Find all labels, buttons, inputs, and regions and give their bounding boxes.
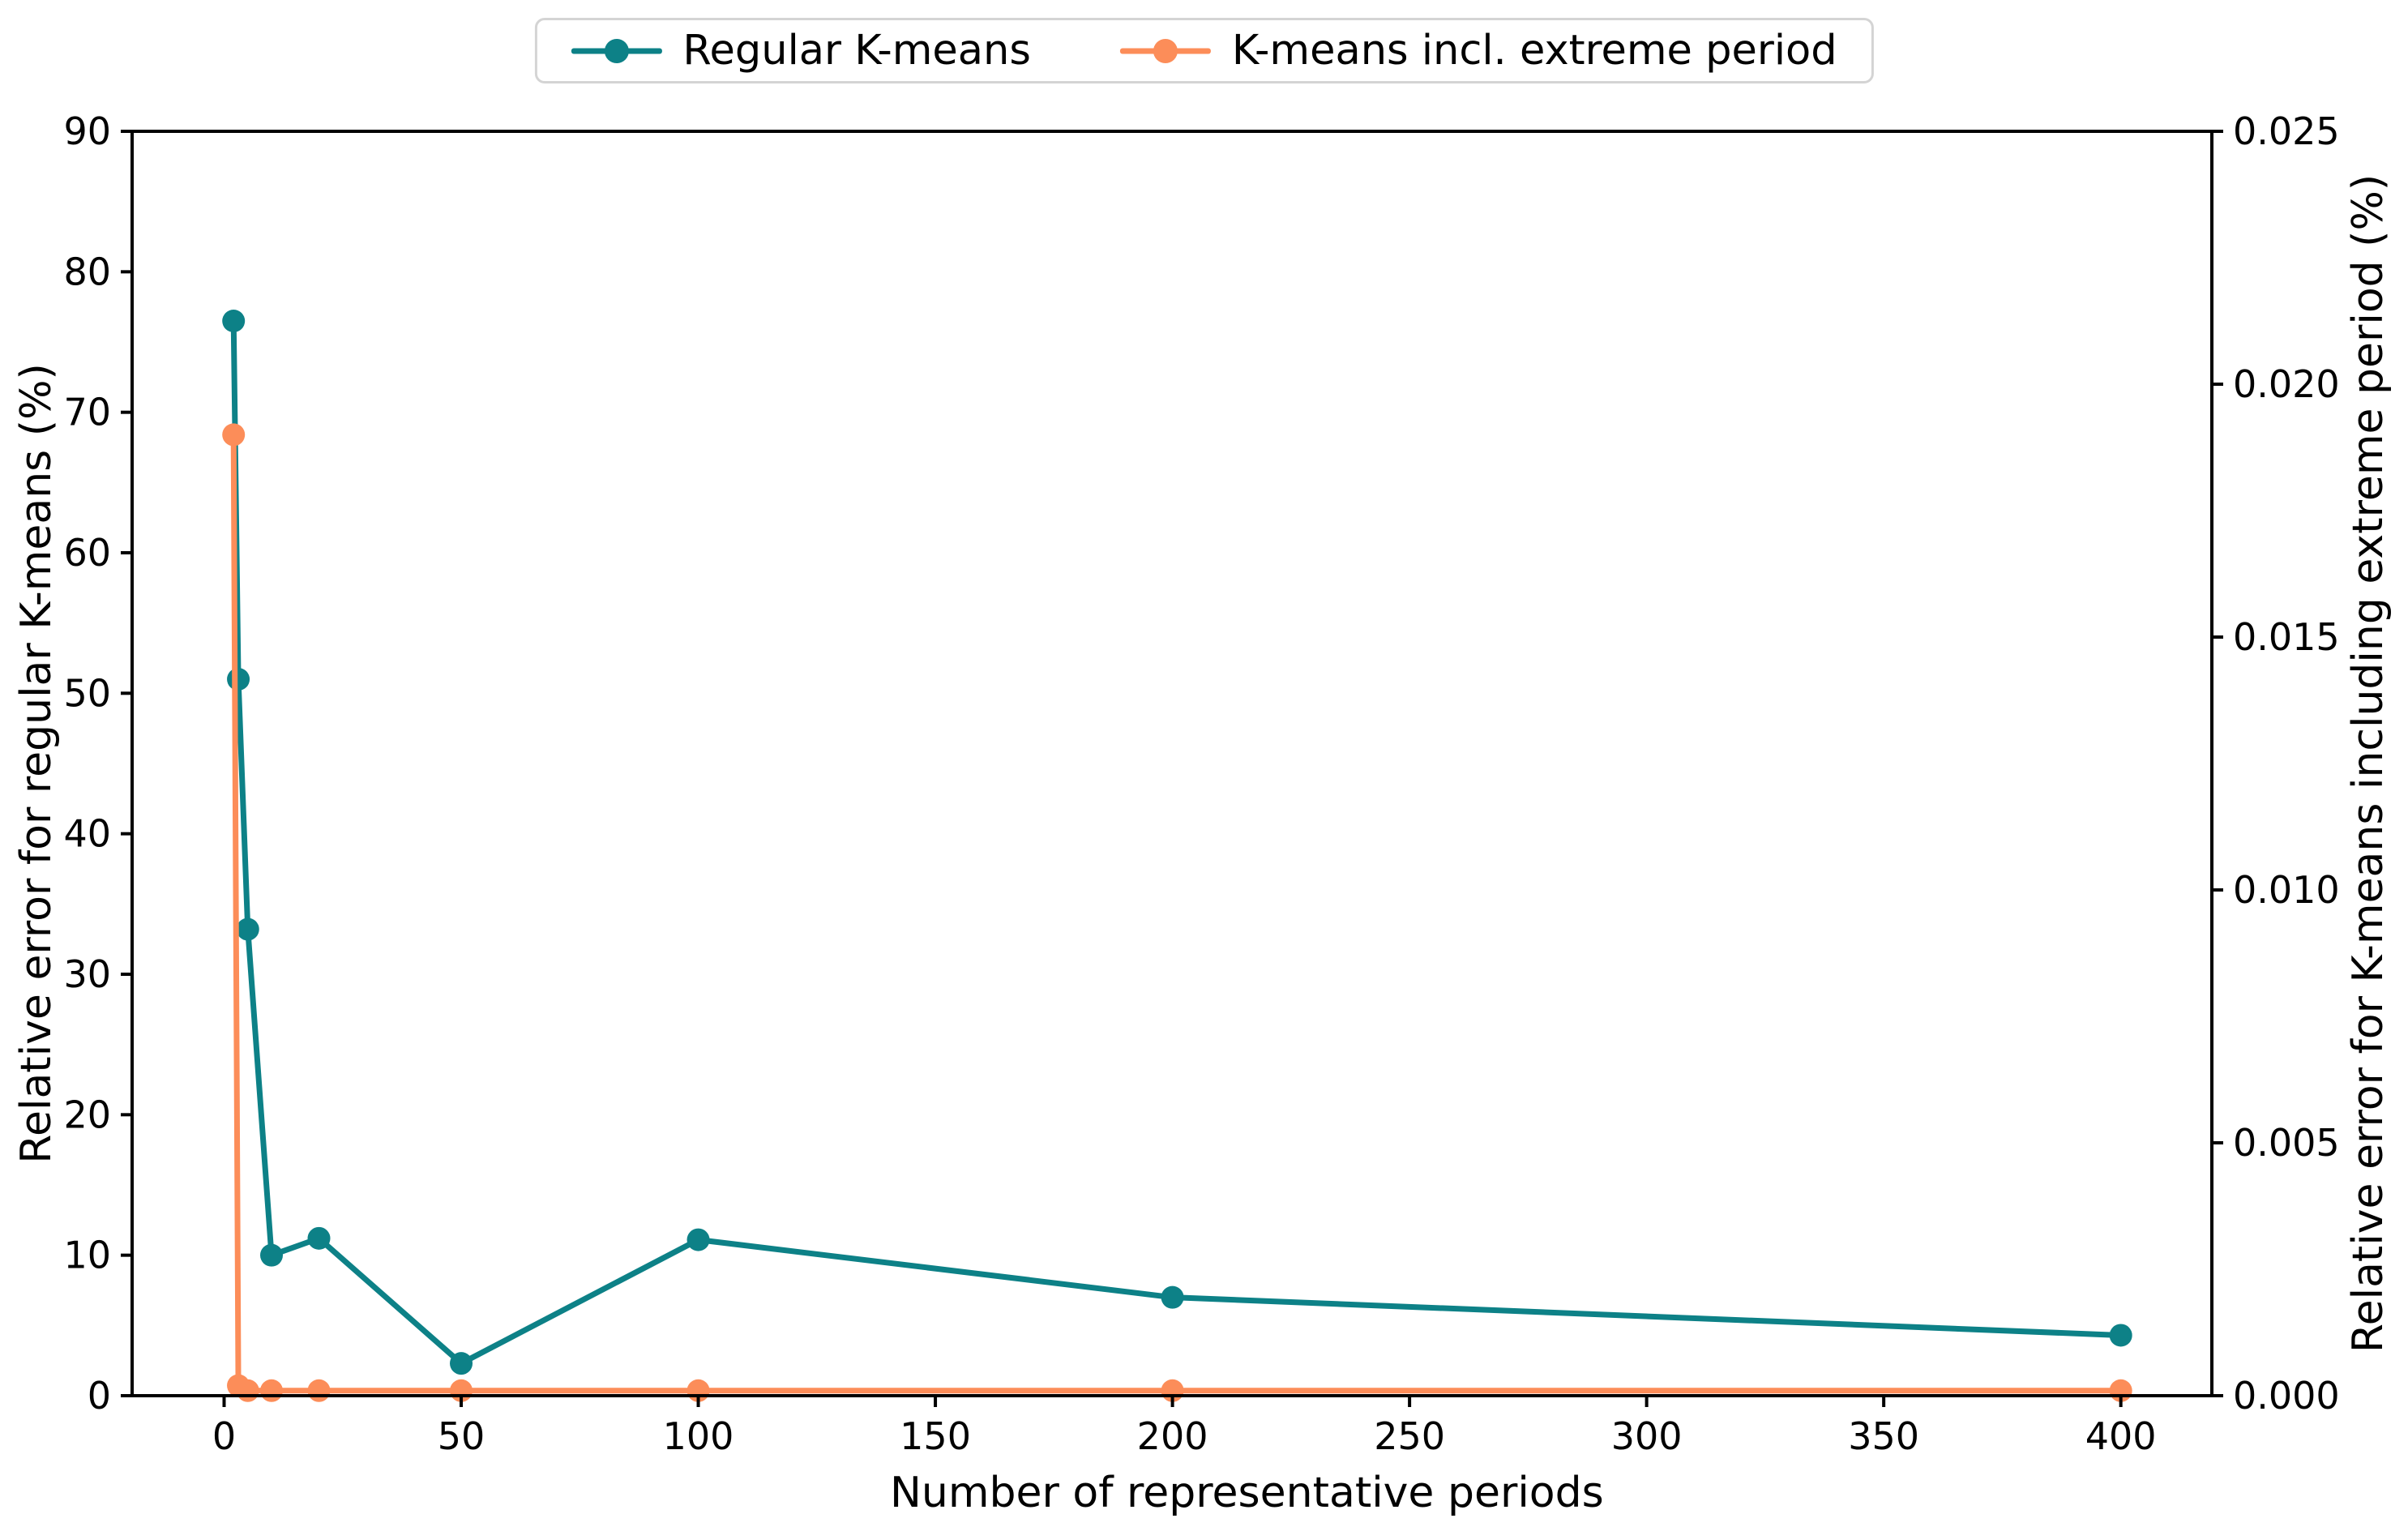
series-k-means-incl-extreme-period [222,423,2132,1402]
series-regular-k-means [222,310,2132,1375]
data-point-marker [260,1379,284,1402]
data-point-marker [260,1243,284,1267]
y-axis-title-left: Relative error for regular K-means (%) [12,363,61,1164]
y-left-tick-label: 30 [63,952,111,996]
y-left-tick-label: 60 [63,531,111,575]
data-point-marker [307,1226,331,1250]
x-tick-label: 0 [212,1414,236,1458]
y-right-tick-label: 0.005 [2233,1121,2340,1165]
data-point-marker [236,1379,259,1402]
x-tick-label: 250 [1374,1414,1445,1458]
y-right-tick-label: 0.015 [2233,615,2340,659]
data-point-marker [450,1352,473,1375]
y-right-tick-label: 0.010 [2233,868,2340,912]
y-left-tick-label: 10 [63,1234,111,1277]
y-right-tick-label: 0.000 [2233,1374,2340,1418]
y-left-tick-label: 40 [63,812,111,856]
data-point-marker [307,1379,331,1402]
x-axis-title: Number of representative periods [889,1469,1604,1517]
y-left-tick-label: 80 [63,250,111,293]
data-point-marker [222,310,246,332]
series-line [230,318,2124,1367]
y-left-tick-label: 70 [63,391,111,434]
legend-line-marker-icon [571,38,662,63]
data-point-marker [1161,1285,1184,1309]
y-right-tick-label: 0.025 [2233,109,2340,153]
legend-line-marker-icon [1119,38,1211,63]
x-tick-label: 200 [1137,1414,1208,1458]
series-layer [222,310,2132,1402]
x-tick-label: 400 [2085,1414,2157,1458]
legend-label: Regular K-means [682,27,1031,75]
x-tick-label: 100 [663,1414,734,1458]
data-point-marker [2109,1324,2132,1347]
y-left-tick-label: 90 [63,109,111,153]
series-line [230,431,2124,1394]
y-left-tick-label: 20 [63,1093,111,1136]
data-point-marker [686,1228,710,1251]
data-point-marker [236,917,259,941]
y-right-tick-label: 0.020 [2233,362,2340,406]
x-tick-label: 300 [1611,1414,1683,1458]
legend-item-kmeans-extreme: K-means incl. extreme period [1119,27,1837,75]
y-axis-title-right: Relative error for K-means including ext… [2344,173,2393,1354]
y-left-tick-label: 0 [88,1374,111,1418]
data-point-marker [222,423,246,447]
x-tick-label: 50 [438,1414,485,1458]
legend-item-regular-kmeans: Regular K-means [571,30,1031,71]
legend-label: K-means incl. extreme period [1231,27,1837,75]
x-tick-label: 350 [1848,1414,1919,1458]
legend: Regular K-means K-means incl. extreme pe… [534,18,1874,83]
x-tick-label: 150 [900,1414,971,1458]
axes-spines [130,130,2213,1397]
data-point-marker [227,668,250,691]
y-left-tick-label: 50 [63,671,111,715]
